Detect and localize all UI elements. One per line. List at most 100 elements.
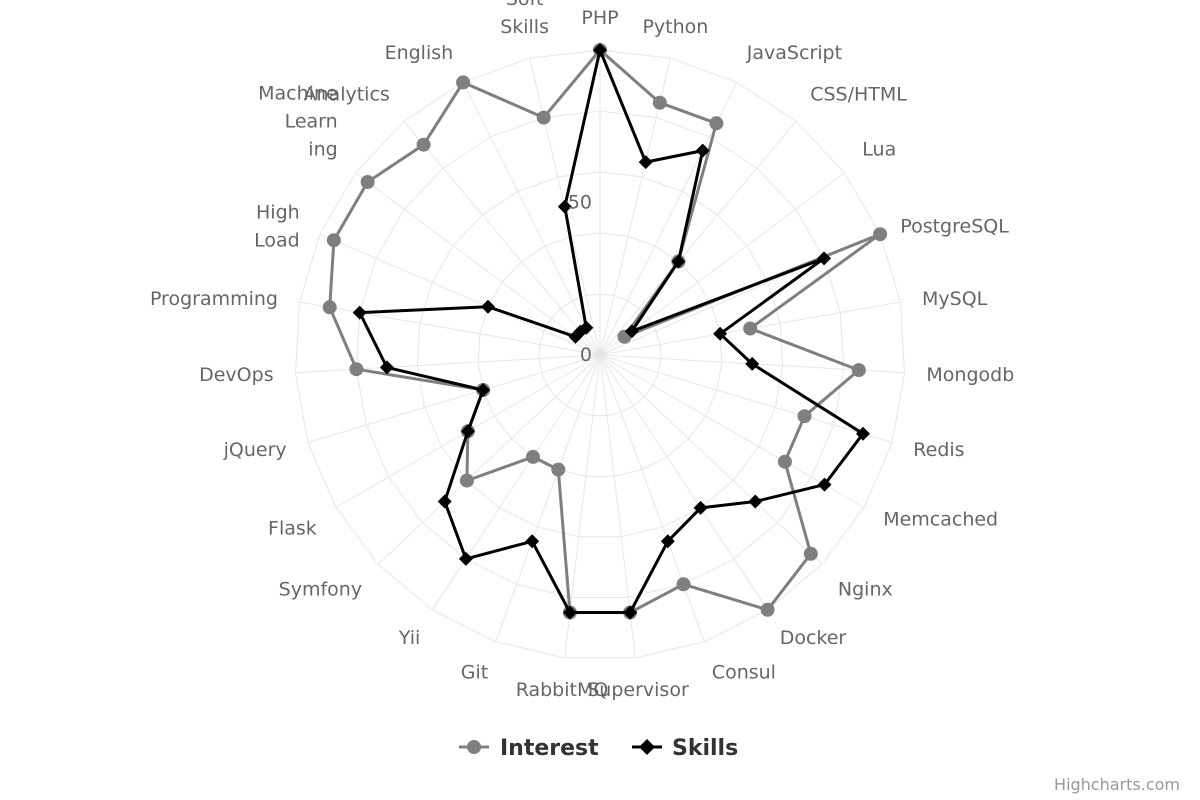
point-interest-git[interactable] [551,462,566,477]
point-skills-symfony[interactable] [437,494,452,509]
grid-spoke [307,354,601,443]
y-tick-label: 50 [568,192,592,214]
point-interest-mongodb[interactable] [851,363,866,378]
grid-spoke [599,354,769,611]
grid-ring [416,171,784,538]
category-label-line: RabbitMQ [516,679,609,701]
legend-interest-marker [467,740,481,754]
point-skills-css-html[interactable] [671,254,686,269]
category-label-lua: Lua [862,139,896,161]
legend-interest-label[interactable]: Interest [500,736,599,761]
chart-labels: 0 50 PHP Python JavaScript CSS/HTML Lua Postgre… [150,0,1014,701]
point-skills-devops[interactable] [379,360,394,375]
category-label-line: MySQL [922,288,988,310]
point-interest-memcached[interactable] [777,454,792,469]
category-label-line: jQuery [223,439,287,461]
point-interest-postgresql[interactable] [873,227,888,242]
category-label-line: Soft [506,0,544,10]
point-skills-redis[interactable] [856,426,870,441]
point-skills-postgresql[interactable] [817,251,831,266]
category-label-line: Consul [712,661,776,683]
category-label-machine-learn-ing: Machine Learn ing [258,83,338,161]
point-interest-nginx[interactable] [803,546,818,561]
category-label-line: Learn [285,111,338,133]
category-label-line: Python [642,16,708,38]
category-label-docker: Docker [780,627,847,649]
category-label-line: Redis [913,439,964,461]
point-skills-english[interactable] [579,320,594,335]
grid-ring [477,232,723,477]
category-label-line: Load [254,230,300,252]
series-line-skills [358,48,865,614]
category-label-line: CSS/HTML [810,84,907,106]
point-skills-consul[interactable] [660,534,675,549]
point-skills-javascript[interactable] [695,143,710,158]
y-tick-label: 0 [580,344,592,366]
grid-spoke [495,354,601,642]
category-label-line: Flask [268,518,317,540]
grid-spoke [431,354,601,611]
point-skills-memcached[interactable] [817,477,832,492]
point-skills-python[interactable] [638,155,653,170]
grid-spoke [299,301,601,356]
point-skills-git[interactable] [525,534,540,549]
point-interest-devops[interactable] [349,362,364,377]
point-interest-programming[interactable] [322,300,337,315]
point-interest-symfony[interactable] [459,473,474,488]
category-label-flask: Flask [268,518,317,540]
point-interest-soft-skills[interactable] [536,110,551,125]
category-label-mongodb: Mongodb [926,364,1014,386]
point-skills-php[interactable] [593,43,607,57]
point-skills-flask[interactable] [460,424,475,439]
point-interest-high-load[interactable] [326,233,341,248]
grid-spoke [295,354,601,374]
category-label-line: Git [461,661,488,683]
category-label-rabbitmq: RabbitMQ [516,679,609,701]
point-interest-consul[interactable] [676,577,691,592]
point-skills-rabbitmq[interactable] [562,605,577,620]
grid-spoke [599,354,893,443]
point-interest-javascript[interactable] [709,116,724,131]
point-skills-supervisor[interactable] [623,605,638,620]
point-skills-mysql[interactable] [713,326,728,341]
point-interest-redis[interactable] [797,409,812,424]
category-label-line: PHP [581,7,618,29]
point-skills-programming[interactable] [352,305,367,320]
category-label-analytics: Analytics [304,84,390,106]
point-skills-docker[interactable] [693,500,708,515]
point-interest-mysql[interactable] [743,321,758,336]
category-label-yii: Yii [398,627,421,649]
legend-item-interest[interactable]: Interest [459,736,599,761]
point-interest-yii[interactable] [526,449,540,464]
grid-spoke [403,121,601,356]
point-skills-nginx[interactable] [748,494,763,509]
point-interest-english[interactable] [456,75,471,90]
category-label-line: PostgreSQL [900,216,1009,238]
point-skills-high-load[interactable] [481,299,495,314]
point-skills-yii[interactable] [458,551,473,566]
point-skills-jquery[interactable] [476,383,491,397]
grid-spoke [599,354,823,565]
point-interest-docker[interactable] [760,602,775,617]
point-interest-machine-learn-ing[interactable] [360,175,375,189]
category-label-line: JavaScript [746,42,842,64]
grid-spoke [319,233,601,356]
category-label-jquery: jQuery [223,439,287,461]
category-label-javascript: JavaScript [746,42,842,64]
credits-link[interactable]: Highcharts.com [1054,775,1180,794]
legend-item-skills[interactable]: Skills [632,736,738,761]
category-label-line: Machine [258,83,338,105]
point-interest-analytics[interactable] [416,137,431,152]
category-label-line: Mongodb [926,364,1014,386]
category-label-git: Git [461,661,488,683]
point-skills-soft-skills[interactable] [557,199,572,214]
point-interest-python[interactable] [652,95,667,110]
category-label-line: Symfony [279,578,362,600]
point-skills-mongodb[interactable] [745,356,760,371]
category-label-english: English [385,42,454,64]
category-label-css-html: CSS/HTML [810,84,907,106]
legend-skills-label[interactable]: Skills [672,736,738,761]
category-label-programming: Programming [150,288,278,310]
point-skills-lua[interactable] [624,324,639,339]
